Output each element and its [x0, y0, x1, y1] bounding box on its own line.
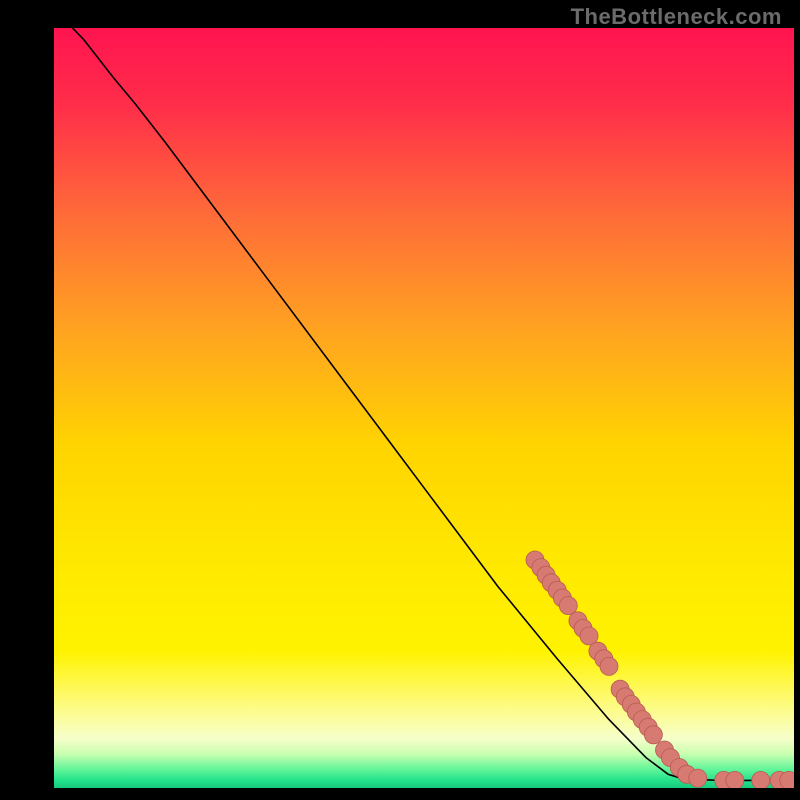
- data-marker: [559, 597, 577, 615]
- data-marker: [644, 726, 662, 744]
- chart-frame: TheBottleneck.com: [0, 0, 800, 800]
- watermark-text: TheBottleneck.com: [571, 4, 782, 30]
- data-marker: [752, 771, 770, 788]
- data-marker: [689, 769, 707, 787]
- plot-area: [54, 28, 794, 788]
- plot-svg: [54, 28, 794, 788]
- data-marker: [726, 771, 744, 788]
- data-marker: [600, 657, 618, 675]
